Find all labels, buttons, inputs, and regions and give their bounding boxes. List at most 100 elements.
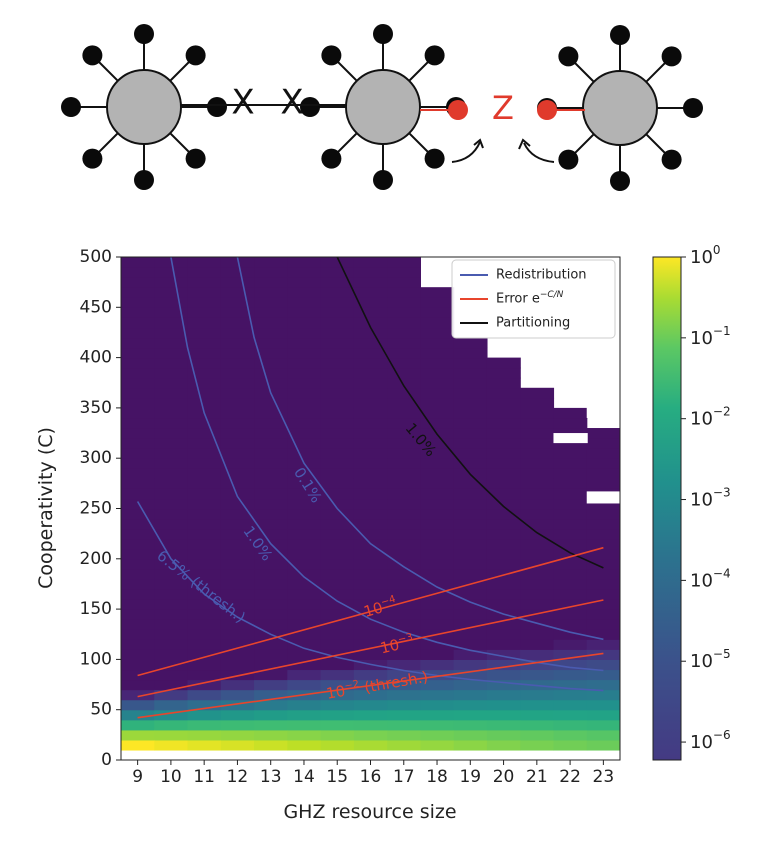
x-tick-label: 12	[227, 767, 249, 787]
heatmap-cell	[121, 357, 155, 369]
heatmap-cell	[353, 377, 388, 389]
legend-box	[451, 259, 616, 339]
heatmap-cell	[453, 478, 488, 489]
heatmap-cell	[387, 689, 421, 701]
heatmap-cell	[154, 287, 189, 298]
heatmap-cell	[154, 649, 189, 660]
heatmap-cell	[387, 257, 421, 268]
heatmap-cell	[486, 528, 521, 540]
heatmap-cell	[154, 689, 189, 701]
heatmap-cell	[220, 689, 255, 701]
x-axis-label: GHZ resource size	[283, 801, 456, 823]
heatmap-cell	[486, 669, 521, 681]
heatmap-cell	[387, 307, 421, 318]
heatmap-cell	[187, 307, 222, 318]
y-tick-label: 300	[80, 448, 112, 468]
heatmap-cell	[420, 307, 455, 318]
heatmap-cell	[486, 729, 521, 741]
heatmap-cell	[320, 357, 355, 369]
heatmap-cell	[320, 277, 355, 288]
heatmap-cell	[154, 438, 189, 449]
heatmap-cell	[121, 548, 155, 560]
leaf-qubit	[134, 170, 154, 190]
heatmap-cell	[287, 357, 322, 369]
leaf-qubit	[185, 45, 206, 66]
heatmap-cell	[353, 307, 388, 318]
heatmap-cell	[586, 719, 620, 731]
heatmap-cell	[387, 438, 421, 449]
heatmap-cell	[154, 397, 189, 409]
heatmap-cell	[420, 729, 455, 741]
heatmap-cell	[320, 669, 355, 681]
heatmap-cell	[353, 417, 388, 429]
heatmap-cell	[520, 528, 555, 540]
heatmap-cell	[254, 267, 288, 278]
heatmap-cell	[453, 739, 488, 751]
heatmap-cell	[586, 609, 620, 620]
heatmap-cell	[320, 428, 355, 439]
heatmap-cell	[586, 629, 620, 640]
heatmap-cell	[520, 387, 555, 399]
heatmap-cell	[121, 337, 155, 349]
heatmap-cell	[287, 568, 322, 580]
heatmap-cell	[287, 588, 322, 600]
heatmap-cell	[520, 649, 555, 660]
heatmap-cell	[420, 478, 455, 489]
hub-node	[582, 70, 658, 146]
heatmap-cell	[420, 347, 455, 359]
heatmap-cell	[520, 639, 555, 650]
heatmap-cell	[486, 639, 521, 650]
heatmap-cell	[187, 699, 222, 711]
heatmap-cell	[320, 508, 355, 520]
heatmap-cell	[387, 407, 421, 419]
heatmap-cell	[254, 669, 288, 681]
heatmap-cell	[486, 458, 521, 469]
heatmap-cell	[287, 327, 322, 339]
leaf-qubit	[134, 24, 154, 44]
heatmap-cell	[553, 649, 588, 660]
heatmap-cell	[220, 518, 255, 530]
heatmap-cell	[154, 277, 189, 288]
heatmap-cell	[353, 709, 388, 721]
y-tick-label: 250	[80, 499, 112, 519]
heatmap-cell	[486, 689, 521, 701]
heatmap-cell	[154, 739, 189, 751]
heatmap-cell	[586, 558, 620, 570]
heatmap-cell	[320, 397, 355, 409]
heatmap-cell	[420, 609, 455, 620]
heatmap-cell	[187, 357, 222, 369]
heatmap-cell	[486, 407, 521, 419]
heatmap-cell	[254, 357, 288, 369]
heatmap-cell	[387, 297, 421, 308]
heatmap-cell	[187, 629, 222, 640]
heatmap-cell	[486, 518, 521, 530]
heatmap-cell	[486, 357, 521, 369]
heatmap-cell	[187, 508, 222, 520]
series-line	[136, 501, 604, 692]
heatmap-cell	[320, 377, 355, 389]
heatmap-cell	[320, 347, 355, 359]
heatmap-cell	[387, 367, 421, 379]
heatmap-cell	[154, 578, 189, 590]
x-tick-label: 13	[260, 767, 282, 787]
heatmap-cell	[353, 347, 388, 359]
x-tick-label: 10	[160, 767, 182, 787]
heatmap-cell	[220, 277, 255, 288]
heatmap-cell	[254, 277, 288, 288]
heatmap-cell	[453, 558, 488, 570]
heatmap-cell	[353, 739, 388, 751]
heatmap-cell	[220, 558, 255, 570]
heatmap-cell	[187, 599, 222, 610]
heatmap-cell	[254, 257, 288, 268]
heatmap-cell	[287, 448, 322, 459]
heatmap-cell	[586, 448, 620, 459]
heatmap-cell	[353, 528, 388, 540]
x-tick-label: 22	[559, 767, 581, 787]
heatmap-cell	[387, 488, 421, 500]
heatmap-cell	[420, 367, 455, 379]
heatmap-cell	[453, 599, 488, 610]
heatmap-cell	[320, 588, 355, 600]
heatmap-cell	[453, 588, 488, 600]
x-tick-label: 17	[393, 767, 415, 787]
